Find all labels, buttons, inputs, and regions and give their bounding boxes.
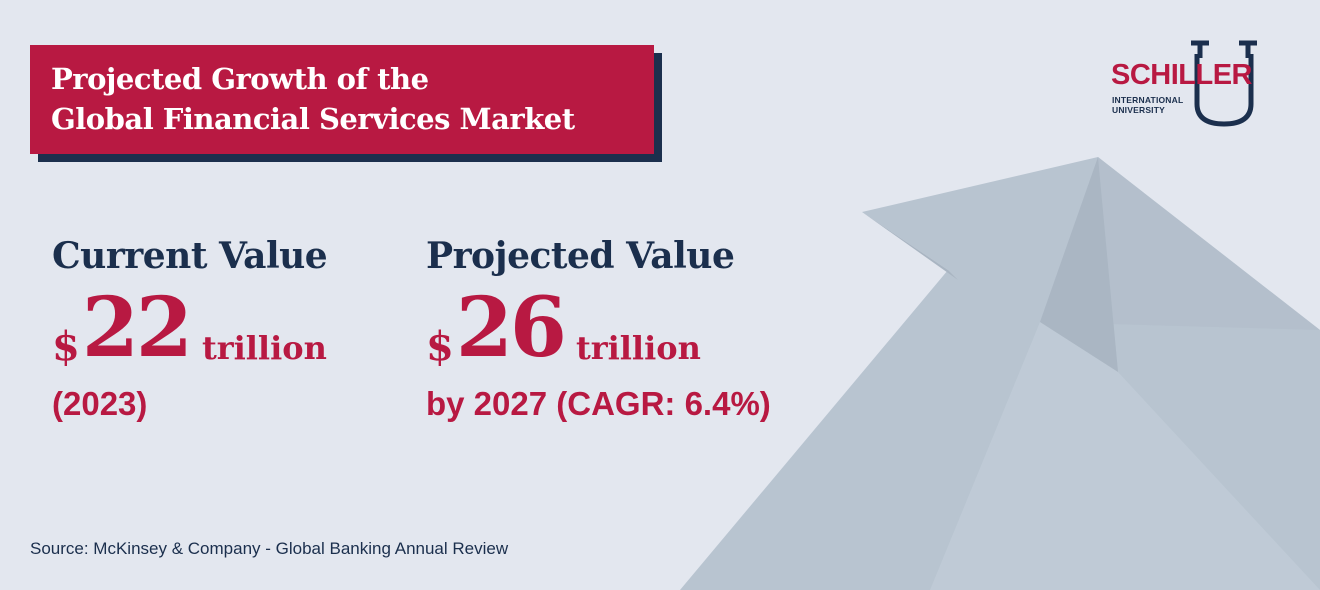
current-value-heading: Current Value	[52, 235, 328, 277]
current-note: (2023)	[52, 385, 148, 422]
current-currency: $	[52, 323, 80, 370]
current-amount: 22	[81, 280, 193, 376]
schiller-logo: SCHILLER INTERNATIONAL UNIVERSITY	[1105, 38, 1285, 130]
current-unit: trillion	[201, 329, 327, 367]
title-line-2: Global Financial Services Market	[51, 102, 575, 136]
projected-value-heading: Projected Value	[426, 235, 735, 277]
logo-name: SCHILLER	[1111, 59, 1253, 91]
logo-subtitle-1: INTERNATIONAL	[1112, 95, 1184, 105]
projected-amount: 26	[455, 280, 567, 376]
projected-unit: trillion	[575, 329, 701, 367]
projected-currency: $	[426, 323, 454, 370]
source-citation: Source: McKinsey & Company - Global Bank…	[30, 539, 509, 558]
projected-value-figure: $ 26 trillion	[426, 280, 701, 376]
projected-note: by 2027 (CAGR: 6.4%)	[426, 385, 771, 422]
title-banner: Projected Growth of the Global Financial…	[30, 45, 654, 154]
logo-subtitle-2: UNIVERSITY	[1112, 105, 1166, 115]
title-line-1: Projected Growth of the	[51, 62, 429, 96]
logo-u-icon	[1191, 40, 1257, 127]
current-value-figure: $ 22 trillion	[52, 280, 327, 376]
